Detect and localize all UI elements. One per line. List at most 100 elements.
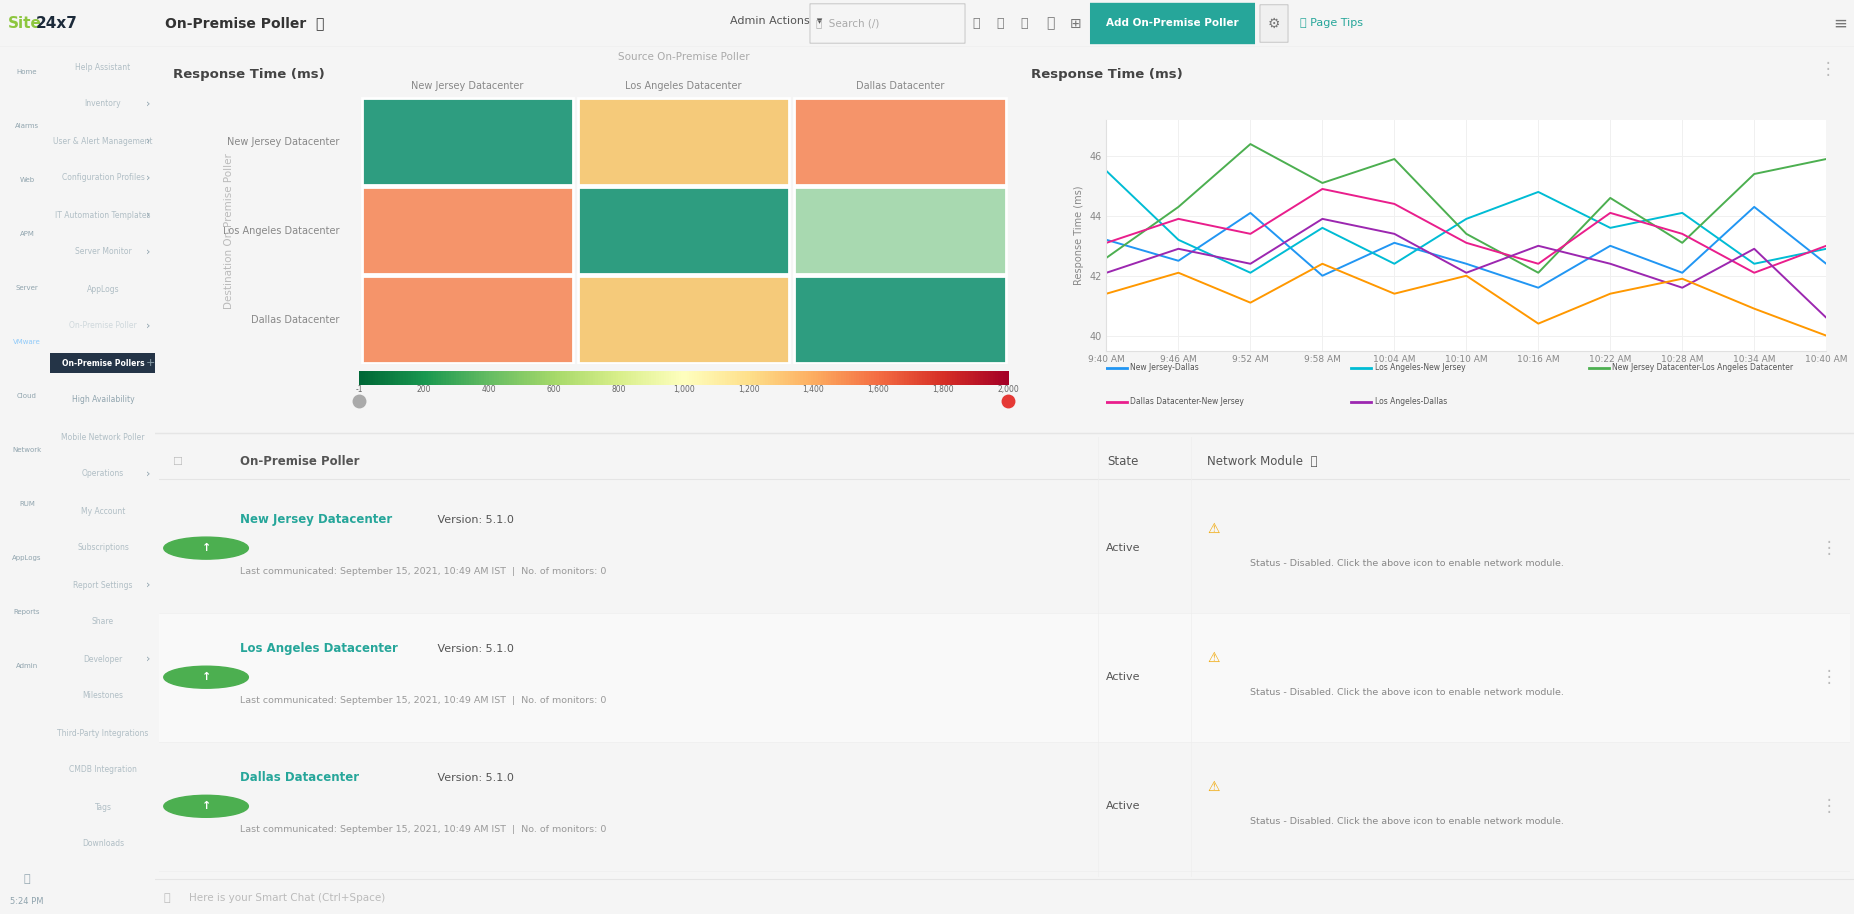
Text: User & Alert Management: User & Alert Management — [54, 136, 152, 145]
Text: ⋮: ⋮ — [1821, 668, 1837, 686]
Text: Los Angeles Datacenter: Los Angeles Datacenter — [239, 643, 399, 655]
Text: ☐: ☐ — [172, 457, 182, 466]
Text: High Availability: High Availability — [72, 396, 133, 405]
Bar — [578, 276, 790, 363]
Text: Reports: Reports — [13, 609, 41, 615]
Text: Last communicated: September 15, 2021, 10:49 AM IST  |  No. of monitors: 0: Last communicated: September 15, 2021, 1… — [239, 696, 606, 705]
Text: 👤: 👤 — [1046, 16, 1055, 30]
Text: Cloud: Cloud — [17, 393, 37, 399]
Text: Last communicated: September 15, 2021, 10:49 AM IST  |  No. of monitors: 0: Last communicated: September 15, 2021, 1… — [239, 567, 606, 576]
Text: 2,000: 2,000 — [997, 386, 1020, 394]
Bar — [362, 99, 573, 186]
Text: 5:24 PM: 5:24 PM — [11, 898, 44, 907]
Text: Server: Server — [15, 285, 39, 291]
Text: ›: › — [146, 173, 150, 183]
Bar — [794, 99, 1005, 186]
Text: Status - Disabled. Click the above icon to enable network module.: Status - Disabled. Click the above icon … — [1250, 559, 1563, 569]
Text: 400: 400 — [482, 386, 497, 394]
Text: Site: Site — [7, 16, 43, 31]
Text: ≡: ≡ — [1834, 15, 1847, 33]
Text: ⚠: ⚠ — [1207, 780, 1220, 794]
Text: State: State — [1107, 455, 1138, 468]
Text: On-Premise Pollers: On-Premise Pollers — [61, 358, 145, 367]
Text: New Jersey Datacenter: New Jersey Datacenter — [239, 514, 393, 526]
Text: Network Module  ⓘ: Network Module ⓘ — [1207, 455, 1318, 468]
FancyBboxPatch shape — [50, 353, 156, 373]
Text: ›: › — [146, 99, 150, 109]
Bar — [159, 612, 1850, 742]
Text: Report Settings: Report Settings — [74, 580, 133, 590]
Text: 🔧: 🔧 — [996, 17, 1003, 30]
Text: Configuration Profiles: Configuration Profiles — [61, 174, 145, 183]
Text: APM: APM — [20, 231, 35, 237]
Text: 💬: 💬 — [163, 893, 171, 902]
Text: ⊞: ⊞ — [1070, 16, 1083, 30]
Text: +: + — [145, 358, 154, 368]
Text: Network: Network — [13, 447, 41, 453]
Text: Alarms: Alarms — [15, 123, 39, 129]
Text: Milestones: Milestones — [82, 692, 124, 700]
Text: ↑: ↑ — [202, 802, 211, 812]
Text: Los Angeles-Dallas: Los Angeles-Dallas — [1376, 398, 1448, 407]
Text: ›: › — [146, 580, 150, 590]
Text: ›: › — [146, 654, 150, 664]
Text: New Jersey-Dallas: New Jersey-Dallas — [1131, 363, 1200, 372]
Text: Admin: Admin — [17, 663, 39, 669]
Text: ›: › — [146, 247, 150, 257]
Text: ⚙: ⚙ — [1268, 16, 1281, 30]
Bar — [794, 187, 1005, 274]
Text: Response Time (ms): Response Time (ms) — [1031, 68, 1183, 80]
Text: ›: › — [146, 469, 150, 479]
Text: 1,800: 1,800 — [933, 386, 955, 394]
Text: 800: 800 — [612, 386, 627, 394]
Bar — [578, 99, 790, 186]
Y-axis label: Response Time (ms): Response Time (ms) — [1073, 186, 1085, 285]
Text: New Jersey Datacenter: New Jersey Datacenter — [412, 81, 523, 91]
Text: VMware: VMware — [13, 339, 41, 345]
Text: Developer: Developer — [83, 654, 122, 664]
Text: Server Monitor: Server Monitor — [74, 248, 132, 257]
Text: Web: Web — [19, 177, 35, 183]
Text: ☐: ☐ — [172, 802, 182, 812]
Text: New Jersey Datacenter: New Jersey Datacenter — [226, 137, 339, 147]
FancyBboxPatch shape — [1261, 5, 1289, 42]
Text: 1,600: 1,600 — [868, 386, 890, 394]
Bar — [794, 276, 1005, 363]
Text: Dallas Datacenter-New Jersey: Dallas Datacenter-New Jersey — [1131, 398, 1244, 407]
Text: Help Assistant: Help Assistant — [76, 62, 130, 71]
Text: Destination On-Premise Poller: Destination On-Premise Poller — [224, 153, 234, 309]
Text: Version: 5.1.0: Version: 5.1.0 — [434, 643, 514, 654]
Text: Here is your Smart Chat (Ctrl+Space): Here is your Smart Chat (Ctrl+Space) — [189, 893, 386, 902]
Text: Downloads: Downloads — [82, 839, 124, 848]
Text: Mobile Network Poller: Mobile Network Poller — [61, 432, 145, 441]
Text: Inventory: Inventory — [85, 100, 121, 109]
Text: ⚠: ⚠ — [1207, 522, 1220, 536]
Text: 🔍  Search (/): 🔍 Search (/) — [816, 18, 879, 28]
Text: RUM: RUM — [19, 501, 35, 507]
Text: 💬: 💬 — [24, 874, 30, 884]
Text: Dallas Datacenter: Dallas Datacenter — [250, 314, 339, 324]
Text: On-Premise Poller: On-Premise Poller — [69, 322, 137, 331]
Text: Response Time (ms): Response Time (ms) — [172, 68, 324, 80]
FancyBboxPatch shape — [1090, 3, 1255, 44]
Text: Dallas Datacenter: Dallas Datacenter — [857, 81, 944, 91]
FancyBboxPatch shape — [810, 4, 966, 43]
Text: ↑: ↑ — [202, 543, 211, 553]
Bar — [362, 187, 573, 274]
Text: Home: Home — [17, 69, 37, 75]
Text: Version: 5.1.0: Version: 5.1.0 — [434, 773, 514, 783]
Text: Los Angeles Datacenter: Los Angeles Datacenter — [625, 81, 742, 91]
Text: 1,400: 1,400 — [803, 386, 825, 394]
Text: On-Premise Poller  ⓘ: On-Premise Poller ⓘ — [165, 16, 324, 30]
Text: ⋮: ⋮ — [1821, 539, 1837, 558]
Text: 24x7: 24x7 — [35, 16, 78, 31]
Text: AppLogs: AppLogs — [87, 284, 119, 293]
Text: Add On-Premise Poller: Add On-Premise Poller — [1105, 18, 1238, 28]
Text: Active: Active — [1105, 543, 1140, 553]
Text: 1,000: 1,000 — [673, 386, 695, 394]
Text: 1,200: 1,200 — [738, 386, 760, 394]
Text: Operations: Operations — [82, 470, 124, 479]
Text: 200: 200 — [417, 386, 432, 394]
Text: 🔔: 🔔 — [971, 17, 979, 30]
Text: Admin Actions  ▾: Admin Actions ▾ — [730, 16, 823, 27]
